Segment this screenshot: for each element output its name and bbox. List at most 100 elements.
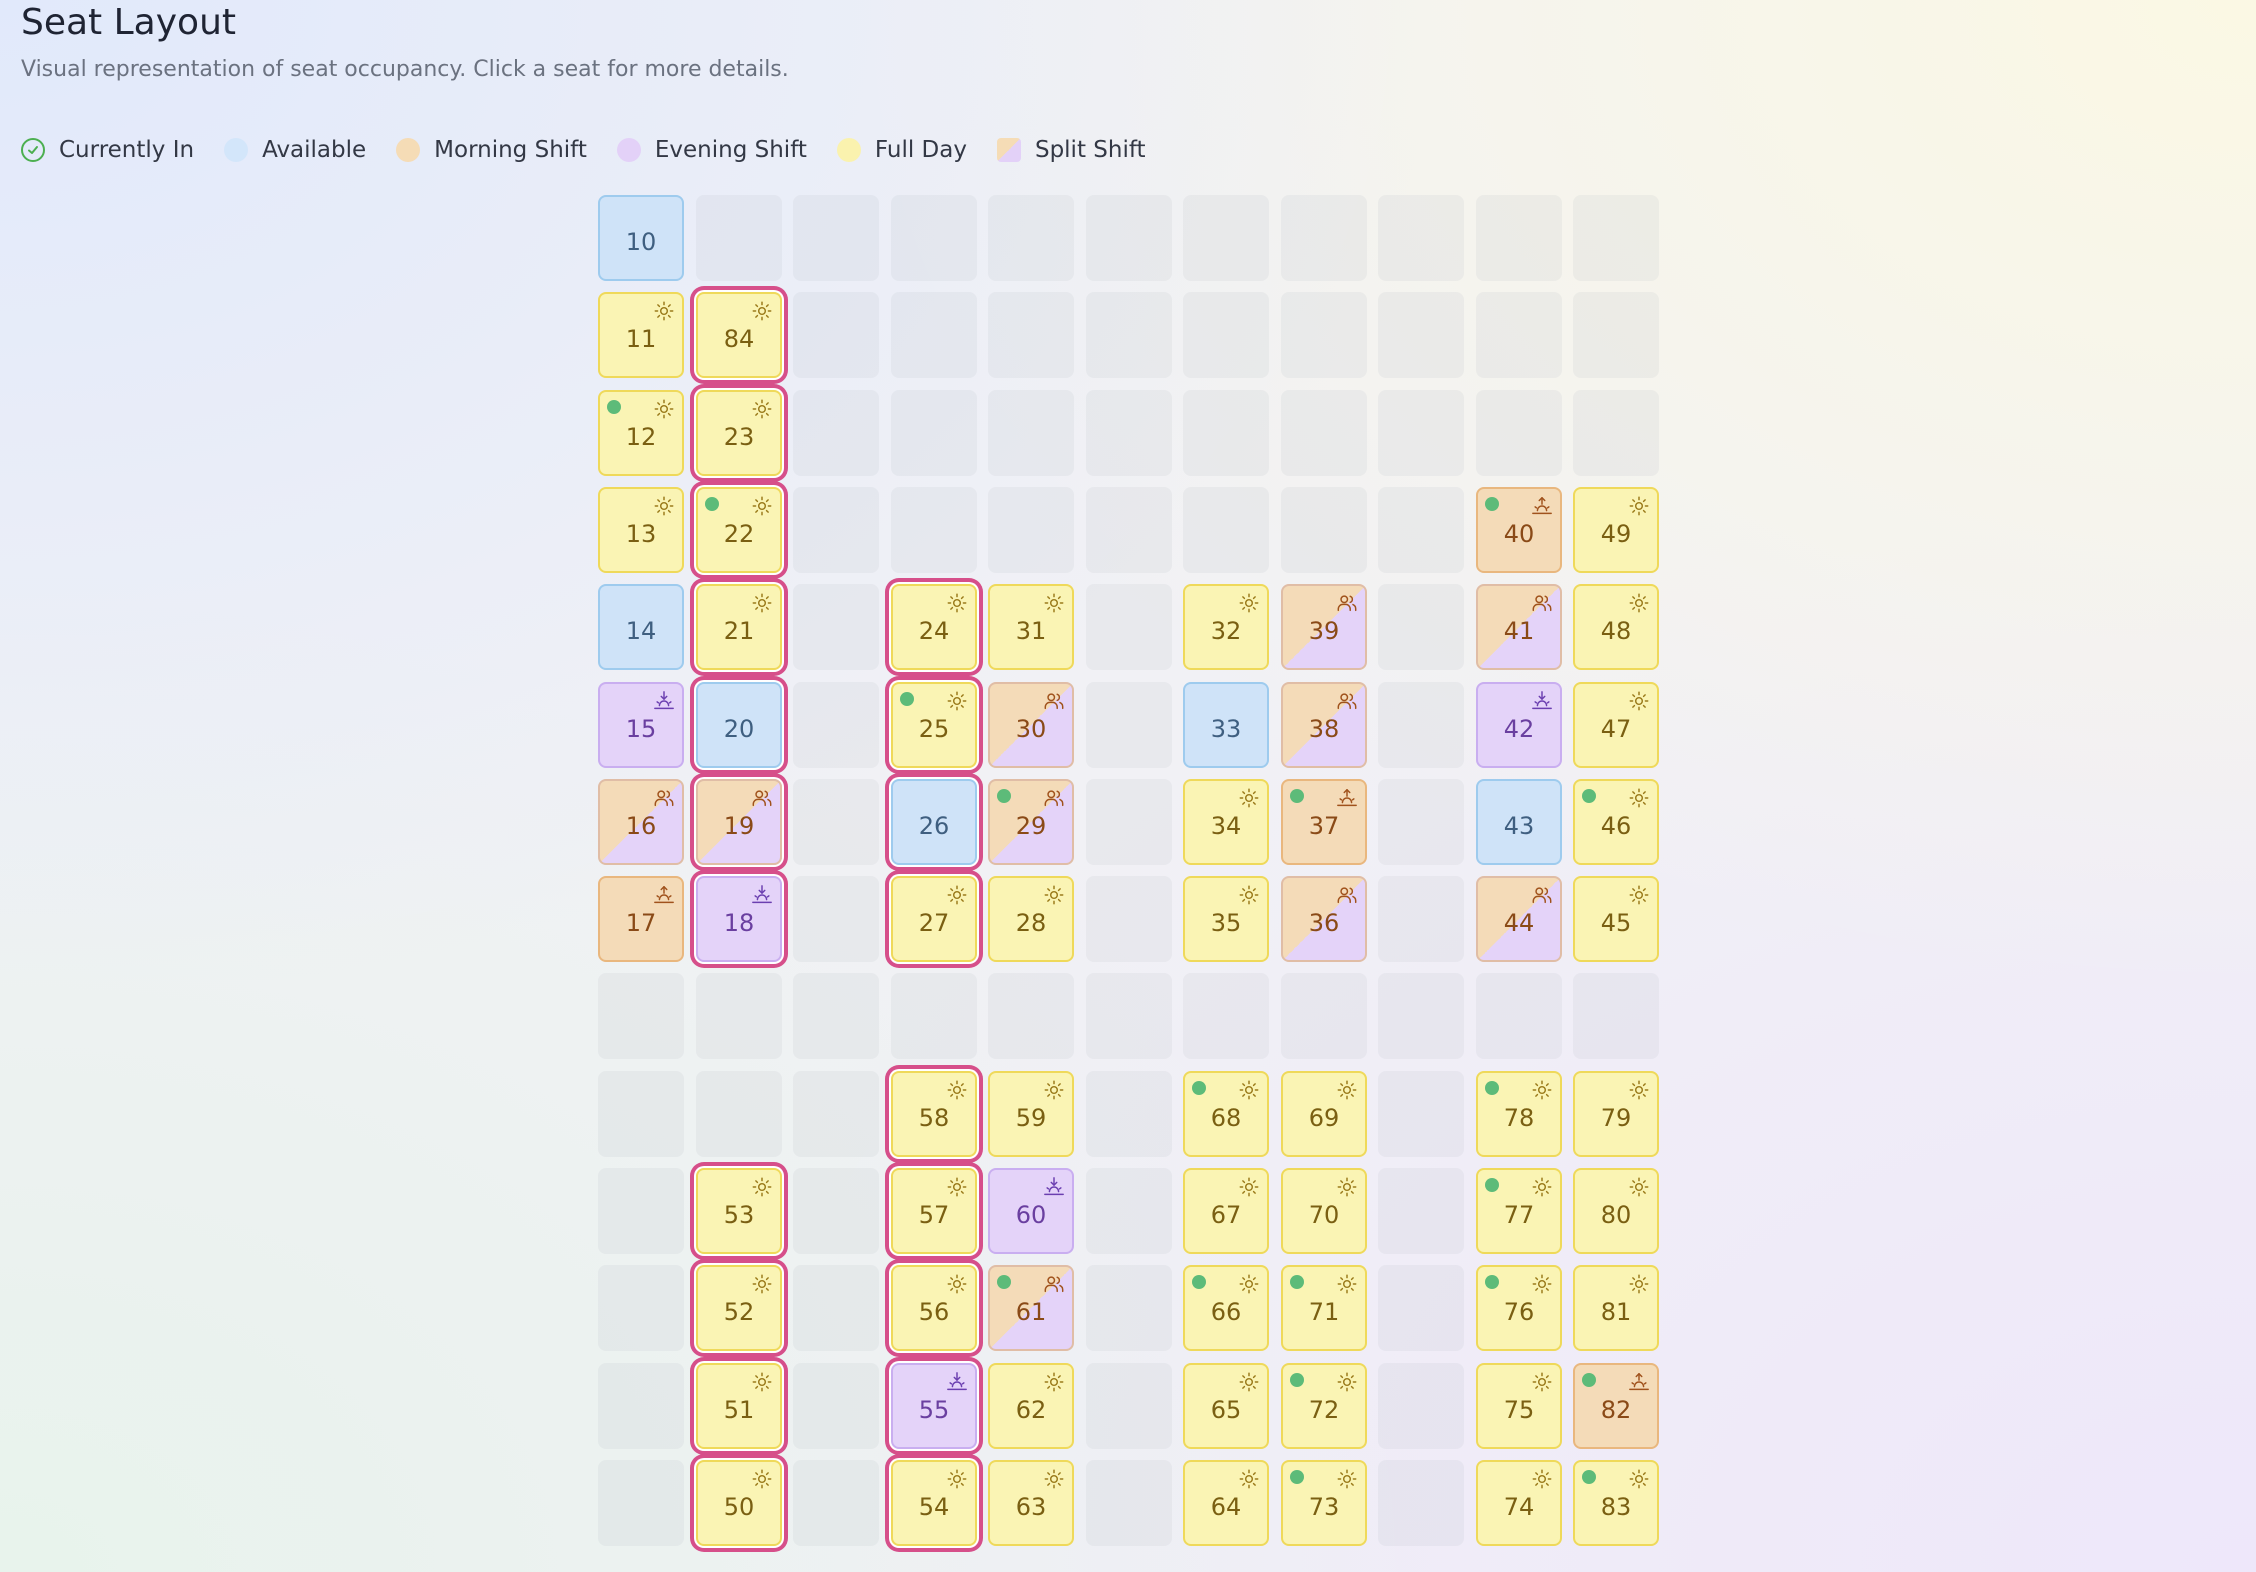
seat-53[interactable]: 53 [696,1168,782,1254]
seat-11[interactable]: 11 [598,292,684,378]
seat-68[interactable]: 68 [1183,1071,1269,1157]
seat-number: 28 [1015,909,1047,937]
seat-51[interactable]: 51 [696,1363,782,1449]
seat-number: 58 [918,1104,950,1132]
seat-35[interactable]: 35 [1183,876,1269,962]
seat-78[interactable]: 78 [1476,1071,1562,1157]
seat-70[interactable]: 70 [1281,1168,1367,1254]
seat-42[interactable]: 42 [1476,682,1562,768]
seat-15[interactable]: 15 [598,682,684,768]
empty-cell [1281,292,1367,378]
seat-48[interactable]: 48 [1573,584,1659,670]
seat-58[interactable]: 58 [891,1071,977,1157]
empty-cell [1378,1168,1464,1254]
seat-59[interactable]: 59 [988,1071,1074,1157]
seat-54[interactable]: 54 [891,1460,977,1546]
empty-cell [1183,487,1269,573]
seat-19[interactable]: 19 [696,779,782,865]
sun-icon [752,496,772,516]
seat-66[interactable]: 66 [1183,1265,1269,1351]
seat-74[interactable]: 74 [1476,1460,1562,1546]
seat-49[interactable]: 49 [1573,487,1659,573]
seat-76[interactable]: 76 [1476,1265,1562,1351]
seat-71[interactable]: 71 [1281,1265,1367,1351]
empty-cell [1378,292,1464,378]
seat-80[interactable]: 80 [1573,1168,1659,1254]
seat-number: 73 [1308,1493,1340,1521]
seat-28[interactable]: 28 [988,876,1074,962]
sun-icon [752,1177,772,1197]
seat-57[interactable]: 57 [891,1168,977,1254]
seat-75[interactable]: 75 [1476,1363,1562,1449]
seat-36[interactable]: 36 [1281,876,1367,962]
seat-26[interactable]: 26 [891,779,977,865]
seat-72[interactable]: 72 [1281,1363,1367,1449]
seat-18[interactable]: 18 [696,876,782,962]
seat-23[interactable]: 23 [696,390,782,476]
seat-number: 13 [625,520,657,548]
seat-83[interactable]: 83 [1573,1460,1659,1546]
seat-64[interactable]: 64 [1183,1460,1269,1546]
seat-45[interactable]: 45 [1573,876,1659,962]
seat-24[interactable]: 24 [891,584,977,670]
sun-icon [1044,1469,1064,1489]
empty-cell [696,973,782,1059]
users-icon [1532,887,1552,904]
seat-77[interactable]: 77 [1476,1168,1562,1254]
seat-21[interactable]: 21 [696,584,782,670]
seat-43[interactable]: 43 [1476,779,1562,865]
seat-37[interactable]: 37 [1281,779,1367,865]
seat-13[interactable]: 13 [598,487,684,573]
seat-41[interactable]: 41 [1476,584,1562,670]
seat-46[interactable]: 46 [1573,779,1659,865]
seat-16[interactable]: 16 [598,779,684,865]
seat-32[interactable]: 32 [1183,584,1269,670]
seat-20[interactable]: 20 [696,682,782,768]
seat-33[interactable]: 33 [1183,682,1269,768]
seat-22[interactable]: 22 [696,487,782,573]
seat-69[interactable]: 69 [1281,1071,1367,1157]
sun-icon [752,301,772,321]
seat-30[interactable]: 30 [988,682,1074,768]
users-icon [1532,595,1552,612]
seat-79[interactable]: 79 [1573,1071,1659,1157]
seat-73[interactable]: 73 [1281,1460,1367,1546]
seat-56[interactable]: 56 [891,1265,977,1351]
seat-84[interactable]: 84 [696,292,782,378]
seat-number: 12 [625,423,657,451]
presence-dot [1192,1081,1206,1095]
seat-27[interactable]: 27 [891,876,977,962]
seat-60[interactable]: 60 [988,1168,1074,1254]
seat-82[interactable]: 82 [1573,1363,1659,1449]
seat-61[interactable]: 61 [988,1265,1074,1351]
presence-dot [1290,1373,1304,1387]
seat-25[interactable]: 25 [891,682,977,768]
seat-34[interactable]: 34 [1183,779,1269,865]
seat-44[interactable]: 44 [1476,876,1562,962]
seat-50[interactable]: 50 [696,1460,782,1546]
seat-62[interactable]: 62 [988,1363,1074,1449]
seat-39[interactable]: 39 [1281,584,1367,670]
seat-12[interactable]: 12 [598,390,684,476]
seat-number: 25 [918,715,950,743]
seat-63[interactable]: 63 [988,1460,1074,1546]
seat-31[interactable]: 31 [988,584,1074,670]
seat-17[interactable]: 17 [598,876,684,962]
seat-number: 17 [625,909,657,937]
seat-29[interactable]: 29 [988,779,1074,865]
seat-81[interactable]: 81 [1573,1265,1659,1351]
seat-67[interactable]: 67 [1183,1168,1269,1254]
sun-icon [1629,1274,1649,1294]
seat-40[interactable]: 40 [1476,487,1562,573]
sun-icon [1239,1177,1259,1197]
seat-10[interactable]: 10 [598,195,684,281]
empty-cell [696,1071,782,1157]
sun-icon [947,1080,967,1100]
users-icon [1337,887,1357,904]
seat-52[interactable]: 52 [696,1265,782,1351]
seat-65[interactable]: 65 [1183,1363,1269,1449]
seat-47[interactable]: 47 [1573,682,1659,768]
seat-55[interactable]: 55 [891,1363,977,1449]
seat-38[interactable]: 38 [1281,682,1367,768]
seat-14[interactable]: 14 [598,584,684,670]
